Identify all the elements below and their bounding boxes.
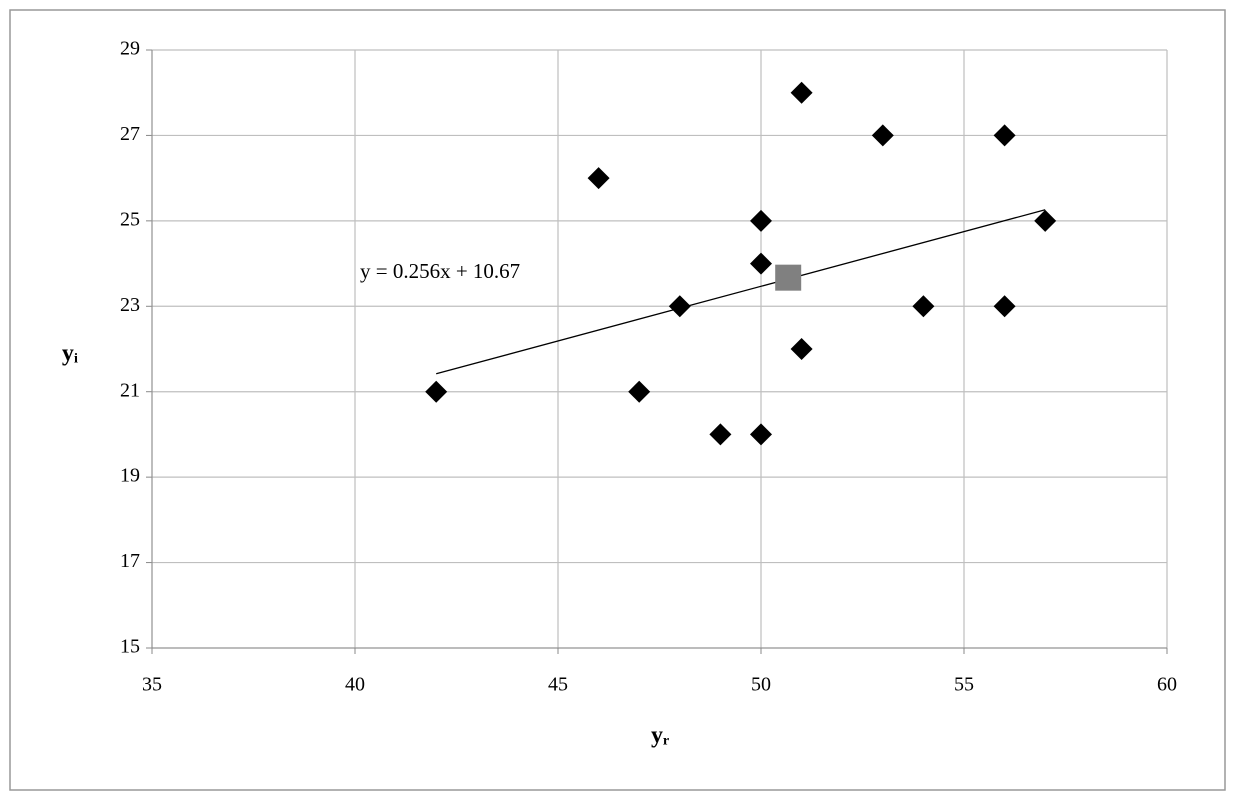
y-tick-label: 15 [120,636,140,658]
point [750,209,772,232]
x-tick-label: 40 [345,674,365,696]
y-tick-label: 25 [120,208,140,230]
x-tick-label: 45 [548,674,568,696]
point [790,338,813,360]
y-tick-label: 19 [120,465,140,487]
point [775,264,802,291]
point [790,81,813,104]
point [912,295,935,318]
point [750,423,772,446]
point [750,252,772,275]
trendline [436,209,1046,375]
x-tick-label: 60 [1157,674,1177,696]
point [628,380,651,403]
y-tick-label: 27 [120,123,140,145]
point [1034,209,1057,232]
point [668,295,691,318]
x-tick-label: 50 [751,674,771,696]
x-tick-label: 35 [142,674,162,696]
point [993,124,1016,147]
y-tick-label: 23 [120,294,140,316]
point [871,124,894,147]
x-axis-label: yᵣ [651,723,669,749]
y-axis-label: yᵢ [62,341,78,367]
y-tick-label: 29 [120,38,140,60]
point [587,167,610,190]
x-tick-label: 55 [954,674,974,696]
point [709,423,732,446]
point [425,380,448,403]
y-tick-label: 17 [120,550,140,572]
chart-border [9,9,1226,791]
point [993,295,1016,318]
trendline-label: y = 0.256x + 10.67 [360,259,520,283]
y-tick-label: 21 [120,379,140,401]
